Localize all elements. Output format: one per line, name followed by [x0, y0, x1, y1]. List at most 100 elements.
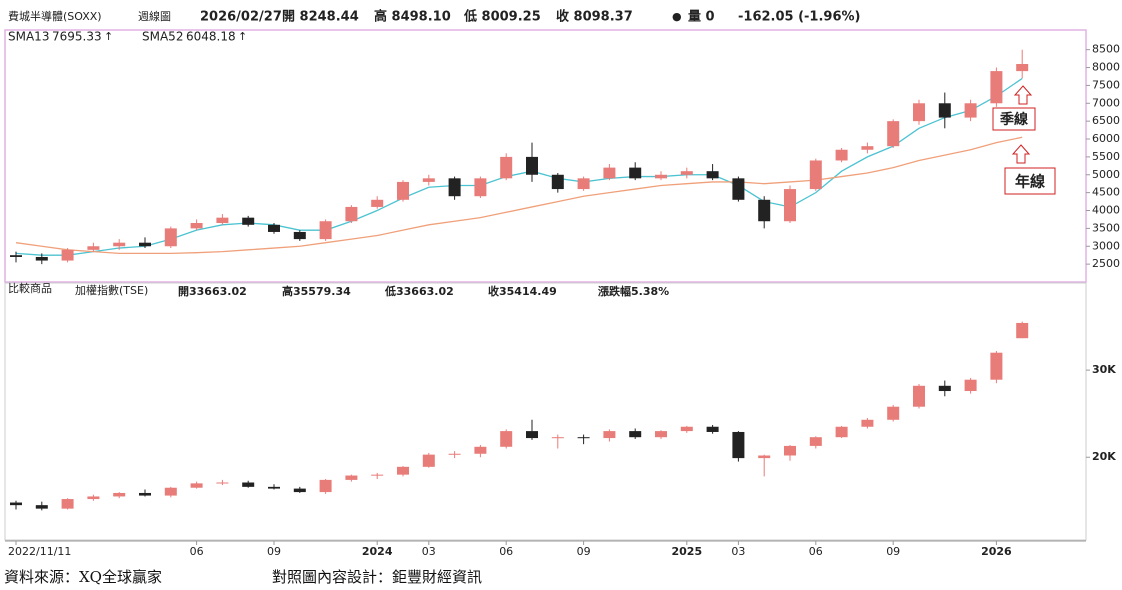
header: 比較商品	[8, 281, 52, 295]
candle-body	[964, 103, 977, 118]
candle-body	[835, 426, 848, 438]
candle-body	[577, 437, 590, 439]
marker: ●	[672, 10, 682, 23]
candle-body	[474, 446, 487, 454]
candle-body	[87, 496, 100, 500]
y-tick-label: 7500	[1092, 78, 1120, 91]
candle-body	[448, 178, 461, 197]
legend-name: SMA52	[142, 30, 183, 44]
candle-body	[216, 482, 229, 484]
candle-body	[35, 505, 48, 509]
footer: 資料來源：XQ全球贏家	[4, 568, 162, 586]
sma-line	[15, 77, 1023, 256]
candle-body	[242, 482, 255, 487]
candle-body	[809, 437, 822, 446]
candle-body	[319, 479, 332, 493]
candle-body	[500, 156, 513, 179]
candle-body	[706, 171, 719, 179]
candle-body	[293, 231, 306, 240]
candle-body	[809, 160, 822, 190]
candle-body	[474, 178, 487, 197]
candle-body	[371, 474, 384, 476]
candle-body	[345, 475, 358, 480]
candle-body	[190, 223, 203, 229]
candle-body	[758, 455, 771, 459]
x-tick-label: 09	[577, 545, 591, 558]
y-tick-label: 2500	[1092, 257, 1120, 270]
candle-body	[448, 453, 461, 455]
y-tick-label: 20K	[1092, 450, 1116, 463]
candle-body	[61, 249, 74, 261]
candle-body	[732, 431, 745, 459]
x-tick-label: 06	[190, 545, 204, 558]
x-tick-label: 2026	[981, 545, 1012, 558]
x-tick-label: 2025	[671, 545, 702, 558]
candle-body	[139, 242, 151, 247]
annotation: 年線	[1015, 173, 1045, 191]
candle-body	[1016, 322, 1029, 339]
top-panel	[4, 29, 1087, 283]
candle-body	[268, 224, 280, 232]
candle-body	[216, 217, 229, 224]
candle-body	[422, 178, 435, 182]
candle-body	[861, 146, 874, 150]
candle-body	[887, 121, 900, 147]
x-tick-label: 03	[731, 545, 745, 558]
candle-body	[913, 385, 925, 407]
candle-body	[887, 406, 900, 420]
header: 漲跌幅5.38%	[598, 284, 669, 298]
candle-body	[577, 178, 590, 190]
candle-body	[784, 189, 796, 222]
candle-body	[938, 385, 951, 392]
candle-body	[655, 431, 667, 438]
header: 高35579.34	[282, 284, 351, 298]
candle-body	[835, 149, 848, 161]
header: 費城半導體(SOXX)	[8, 9, 102, 23]
candle-body	[164, 487, 177, 496]
candle-body	[603, 167, 616, 179]
candle-body	[371, 199, 384, 207]
candle-body	[629, 167, 642, 179]
header: 週線圖	[138, 9, 171, 23]
candle-body	[345, 206, 358, 222]
header: 量 0	[688, 10, 715, 25]
header: 收 8098.37	[556, 9, 633, 25]
header: 收35414.49	[488, 284, 557, 298]
candle-body	[242, 217, 255, 225]
candle-body	[938, 103, 951, 118]
arrow: ↑	[238, 30, 247, 43]
candle-body	[61, 499, 74, 509]
legend-value: 6048.18	[186, 30, 236, 44]
bottom-panel	[4, 282, 1087, 541]
y-tick-label: 8000	[1092, 61, 1120, 74]
x-tick-label: 09	[886, 545, 900, 558]
x-tick-label: 09	[267, 545, 281, 558]
annotation-box	[992, 107, 1036, 131]
y-tick-label: 4000	[1092, 204, 1120, 217]
candle-body	[603, 431, 616, 439]
x-tick-label: 06	[809, 545, 823, 558]
candle-body	[964, 379, 977, 392]
candle-body	[551, 174, 564, 190]
candle-body	[861, 419, 874, 427]
candle-body	[629, 431, 642, 438]
y-tick-label: 5000	[1092, 168, 1120, 181]
candle-body	[10, 502, 22, 506]
footer: 對照圖內容設計：鉅豐財經資訊	[272, 568, 482, 586]
candle-body	[913, 103, 925, 122]
y-tick-label: 5500	[1092, 150, 1120, 163]
y-tick-label: 6500	[1092, 114, 1120, 127]
y-tick-label: 3500	[1092, 221, 1120, 234]
header: 高 8498.10	[374, 9, 451, 25]
candle-body	[990, 352, 1003, 380]
candle-body	[526, 431, 538, 439]
candle-body	[551, 437, 564, 439]
x-tick-label: 03	[422, 545, 436, 558]
candle-body	[500, 431, 513, 447]
candle-body	[113, 242, 126, 247]
candle-body	[319, 221, 332, 240]
x-tick-label: 2024	[362, 545, 393, 558]
candle-body	[1016, 64, 1029, 72]
candle-body	[680, 426, 693, 432]
